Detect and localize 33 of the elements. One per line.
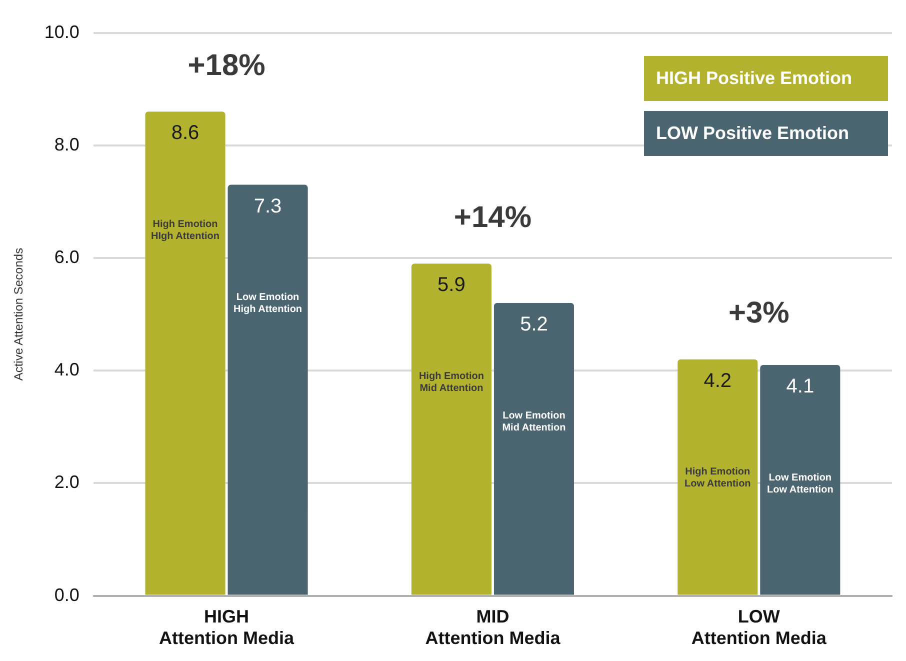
y-tick-label: 10.0 [44,22,80,42]
x-tick-label: LOW Attention Media [691,606,828,648]
data-label: 7.3 [254,195,282,218]
text: HIGH Positive Emotion [644,56,888,101]
y-tick-label: 6.0 [54,246,80,267]
annotation: High Emotion HIgh Attention [151,218,220,242]
y-tick-label: 0.0 [54,584,80,605]
data-label: 4.1 [786,375,814,398]
bar [411,264,492,595]
annotation: Low Emotion Mid Attention [502,410,566,434]
data-label: 8.6 [171,122,200,144]
x-tick-label: HIGH Attention Media [159,606,296,648]
text: LOW Positive Emotion [644,111,888,156]
x-tick-label: MID Attention Media [425,606,562,648]
y-axis-title: Active Attention Seconds [12,248,26,381]
y-tick-label: 2.0 [54,472,80,492]
bar [494,303,574,595]
annotation: Low Emotion High Attention [234,292,302,316]
data-label: 4.2 [704,370,732,392]
annotation: High Emotion Low Attention [684,466,751,490]
annotation: +14% [454,200,532,234]
annotation: High Emotion Mid Attention [418,370,484,394]
data-label: 5.9 [438,274,466,296]
annotation: +3% [728,296,790,330]
annotation: Low Emotion Low Attention [767,472,834,496]
annotation: +18% [188,48,266,82]
data-label: 5.2 [520,314,548,336]
bar [145,112,226,595]
bar [760,364,840,595]
y-tick-label: 4.0 [54,360,80,380]
bar [678,359,758,595]
bar [228,184,308,595]
y-tick-label: 8.0 [54,134,80,154]
